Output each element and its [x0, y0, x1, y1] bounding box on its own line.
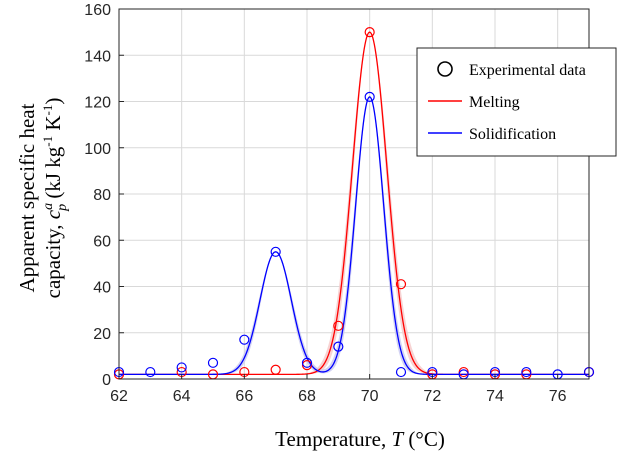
y-tick-label: 100 — [84, 141, 111, 158]
y-ticks: 0 20 40 60 80 100 120 140 160 — [84, 2, 124, 389]
curve-solidification — [119, 96, 589, 376]
data-point-solidification — [333, 341, 344, 352]
legend-box — [416, 47, 617, 157]
data-point-solidification — [364, 91, 375, 102]
legend-marker-experimental — [437, 61, 453, 77]
x-tick-label: 64 — [173, 388, 191, 405]
confidence-bands — [119, 32, 589, 375]
x-tick-label: 62 — [110, 388, 128, 405]
fit-curves — [119, 31, 589, 376]
x-tick-label: 74 — [486, 388, 504, 405]
x-tick-label: 70 — [361, 388, 379, 405]
y-axis-label-line1: Apparent specific heat — [15, 103, 39, 292]
data-point-melting — [395, 279, 407, 290]
band-solidification — [119, 96, 589, 375]
x-axis-label: Temperature, T (°C) — [275, 427, 445, 451]
data-point-solidification — [176, 362, 187, 373]
y-tick-label: 80 — [93, 187, 111, 204]
y-tick-label: 20 — [93, 326, 111, 343]
y-tick-label: 120 — [84, 95, 111, 112]
data-point-solidification — [239, 334, 250, 345]
data-point-solidification — [301, 357, 313, 368]
x-tick-label: 68 — [298, 388, 316, 405]
legend-label-melting: Melting — [469, 94, 520, 111]
y-tick-label: 140 — [84, 48, 111, 65]
data-point-solidification — [521, 366, 532, 378]
data-point-solidification — [145, 366, 156, 378]
data-point-melting — [333, 320, 344, 331]
y-tick-label: 40 — [93, 280, 111, 297]
y-tick-label: 60 — [93, 233, 111, 250]
data-point-solidification — [207, 357, 219, 368]
legend: Experimental data Melting Solidification — [416, 47, 617, 157]
data-point-solidification — [270, 246, 281, 257]
y-tick-label: 0 — [102, 372, 111, 389]
y-axis-label: Apparent specific heat capacity, cap (kJ… — [15, 98, 70, 299]
data-point-melting — [364, 27, 375, 38]
y-tick-label: 160 — [84, 2, 111, 19]
legend-label-solidification: Solidification — [469, 126, 556, 143]
x-tick-label: 66 — [235, 388, 253, 405]
data-point-solidification — [395, 366, 407, 378]
x-ticks: 62 64 66 68 70 72 74 76 — [110, 374, 567, 405]
legend-label-experimental: Experimental data — [469, 62, 586, 79]
x-tick-label: 76 — [549, 388, 567, 405]
data-point-melting — [270, 364, 281, 375]
y-axis-label-line2: capacity, cap (kJ kg-1 K-1) — [40, 98, 70, 299]
x-tick-label: 72 — [423, 388, 441, 405]
